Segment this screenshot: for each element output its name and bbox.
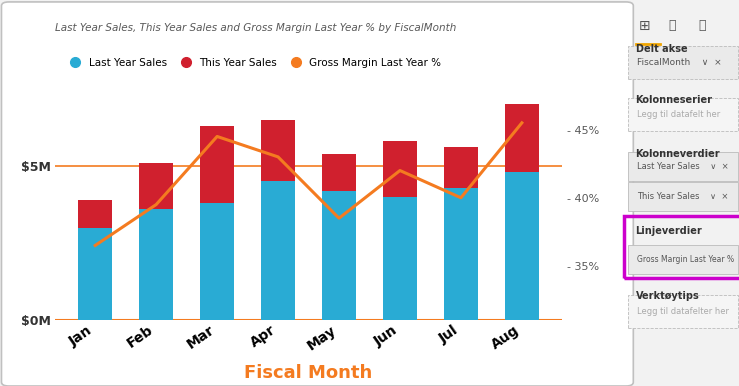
Text: Kolonneverdier: Kolonneverdier — [636, 149, 721, 159]
Text: This Year Sales    ∨  ×: This Year Sales ∨ × — [637, 192, 729, 201]
Bar — [322, 154, 355, 191]
Bar — [384, 141, 417, 197]
Text: Linjeverdier: Linjeverdier — [636, 226, 702, 236]
Bar — [200, 203, 234, 320]
Text: Kolonneserier: Kolonneserier — [636, 95, 712, 105]
Text: Last Year Sales, This Year Sales and Gross Margin Last Year % by FiscalMonth: Last Year Sales, This Year Sales and Gro… — [55, 23, 457, 33]
Bar — [505, 104, 539, 172]
Text: Legg til datafelt her: Legg til datafelt her — [637, 110, 721, 119]
Bar — [262, 120, 295, 181]
Text: 🔍: 🔍 — [698, 19, 706, 32]
Bar — [78, 200, 112, 228]
Text: Verktøytips: Verktøytips — [636, 291, 699, 301]
Bar — [78, 228, 112, 320]
Text: Legg til datafelter her: Legg til datafelter her — [637, 307, 729, 316]
Bar — [140, 209, 173, 320]
Bar — [200, 126, 234, 203]
Bar — [505, 172, 539, 320]
Text: ⊞: ⊞ — [639, 19, 651, 33]
Bar — [384, 197, 417, 320]
Bar — [262, 181, 295, 320]
Bar — [140, 163, 173, 209]
Bar — [322, 191, 355, 320]
Text: Delt akse: Delt akse — [636, 44, 687, 54]
Bar — [444, 188, 477, 320]
Legend: Last Year Sales, This Year Sales, Gross Margin Last Year %: Last Year Sales, This Year Sales, Gross … — [61, 53, 446, 72]
Text: Fiscal Month: Fiscal Month — [245, 364, 372, 382]
Text: FiscalMonth    ∨  ×: FiscalMonth ∨ × — [637, 58, 722, 67]
Text: Last Year Sales    ∨  ×: Last Year Sales ∨ × — [637, 163, 729, 171]
Bar — [444, 147, 477, 188]
Text: Gross Margin Last Year %  ∨  ×: Gross Margin Last Year % ∨ × — [637, 255, 739, 264]
Text: 🖌: 🖌 — [669, 19, 676, 32]
